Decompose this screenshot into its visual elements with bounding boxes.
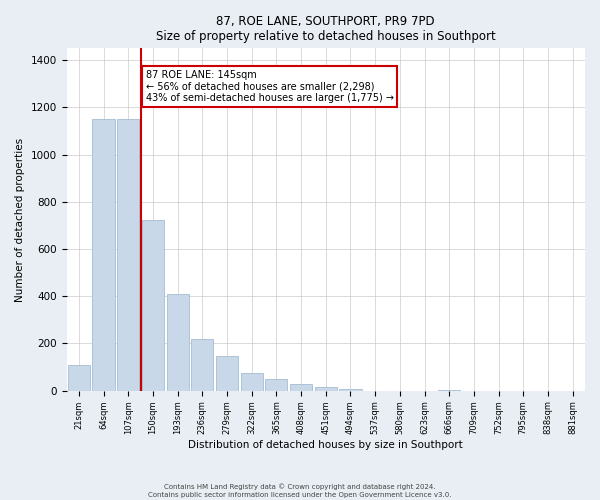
Text: 87 ROE LANE: 145sqm
← 56% of detached houses are smaller (2,298)
43% of semi-det: 87 ROE LANE: 145sqm ← 56% of detached ho… xyxy=(146,70,394,103)
Bar xyxy=(92,119,115,390)
Bar xyxy=(167,294,189,390)
Bar xyxy=(265,379,287,390)
Y-axis label: Number of detached properties: Number of detached properties xyxy=(15,138,25,302)
Bar xyxy=(216,356,238,390)
Bar xyxy=(142,220,164,390)
Bar xyxy=(117,119,139,390)
Bar xyxy=(68,364,90,390)
Bar xyxy=(340,389,362,390)
Bar xyxy=(314,387,337,390)
Bar xyxy=(290,384,312,390)
Title: 87, ROE LANE, SOUTHPORT, PR9 7PD
Size of property relative to detached houses in: 87, ROE LANE, SOUTHPORT, PR9 7PD Size of… xyxy=(156,15,496,43)
Bar xyxy=(241,374,263,390)
Bar xyxy=(191,339,214,390)
Text: Contains HM Land Registry data © Crown copyright and database right 2024.
Contai: Contains HM Land Registry data © Crown c… xyxy=(148,484,452,498)
X-axis label: Distribution of detached houses by size in Southport: Distribution of detached houses by size … xyxy=(188,440,463,450)
